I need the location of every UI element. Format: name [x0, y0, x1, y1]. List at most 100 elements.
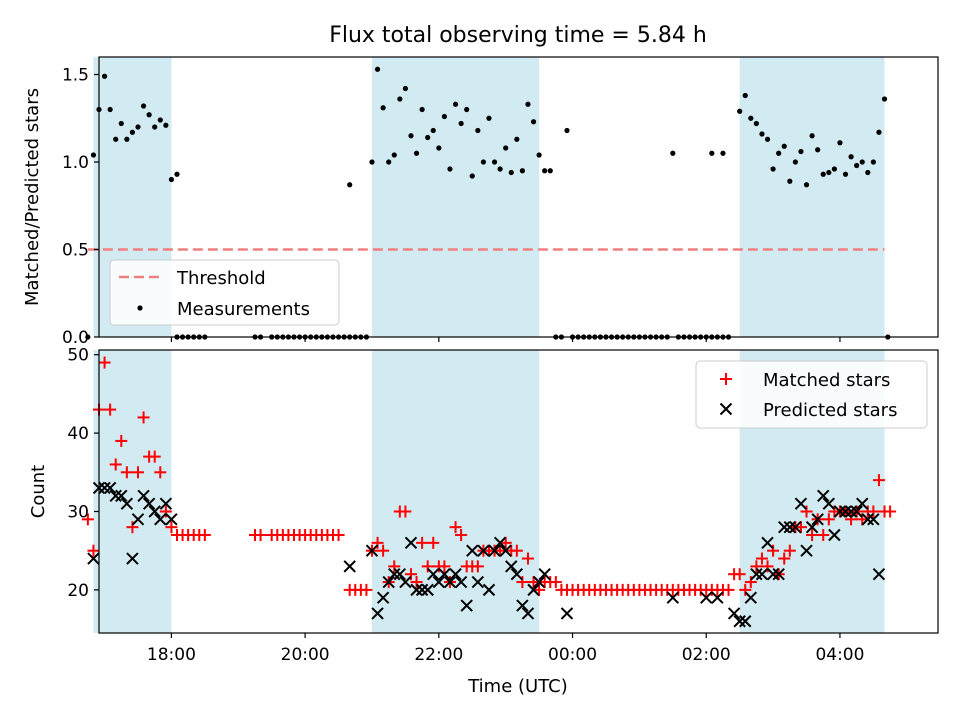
measurement-point	[809, 133, 815, 139]
predicted-star-point	[744, 591, 758, 604]
measurement-point	[380, 105, 386, 111]
measurement-point	[781, 143, 787, 149]
predicted-star-point	[488, 544, 501, 557]
top-y-axis-label: Matched/Predicted stars	[22, 88, 43, 306]
measurement-point	[709, 150, 715, 156]
predicted-star-point	[560, 607, 574, 620]
measurement-point	[737, 108, 743, 114]
top-y-tick-label: 1.5	[62, 66, 89, 86]
predicted-star-point	[850, 505, 863, 518]
top-y-tick-label: 1.0	[62, 153, 89, 173]
matched-star-point	[154, 466, 167, 479]
measurement-point	[848, 154, 854, 160]
matched-star-point	[254, 529, 267, 542]
matched-star-point	[744, 576, 757, 589]
legend-matched-swatch	[720, 373, 732, 385]
matched-star-point	[159, 505, 172, 518]
matched-star-point	[733, 568, 746, 581]
predicted-star-point	[538, 567, 551, 581]
measurement-point	[486, 115, 492, 121]
legend-measurement-label: Measurements	[177, 299, 310, 320]
predicted-star-point	[460, 599, 473, 612]
predicted-star-point	[844, 505, 858, 518]
measurement-point	[480, 159, 487, 165]
predicted-star-point	[371, 607, 384, 620]
matched-star-point	[377, 544, 390, 557]
predicted-star-point	[828, 528, 841, 542]
predicted-star-point	[482, 583, 496, 597]
predicted-star-point	[783, 520, 797, 534]
matched-star-point	[549, 576, 562, 589]
matched-star-point	[126, 521, 139, 534]
measurement-point	[519, 168, 525, 174]
bottom-x-ticks: 18:00 20:00 22:00 00:00 02:00 04:00	[147, 633, 864, 665]
bottom-y-tick-label: 50	[67, 346, 89, 366]
predicted-star-point	[131, 513, 145, 526]
measurement-point	[430, 127, 436, 134]
top-panel: 0.0 0.5 1.0 1.5 Matched/Predicted stars Thr…	[22, 56, 939, 348]
predicted-star-point	[421, 583, 434, 597]
measurement-point	[536, 152, 542, 158]
matched-star-point	[421, 560, 434, 573]
measurement-point	[386, 159, 392, 165]
legend-matched-marker	[720, 373, 732, 385]
matched-star-point	[510, 544, 523, 557]
predicted-star-point	[98, 481, 111, 495]
measurement-point	[815, 147, 821, 153]
measurement-point	[413, 150, 420, 156]
predicted-star-point	[833, 505, 847, 518]
measurement-point	[870, 159, 876, 165]
matched-star-point	[399, 505, 412, 518]
predicted-star-point	[700, 591, 713, 604]
predicted-star-point	[382, 575, 395, 589]
predicted-star-point	[159, 497, 173, 510]
matched-star-point	[427, 536, 440, 549]
measurement-point	[491, 159, 498, 165]
measurement-point	[742, 92, 748, 99]
measurement-point	[107, 106, 113, 113]
measurement-point	[508, 169, 514, 176]
predicted-star-point	[343, 560, 356, 573]
matched-star-point	[388, 560, 401, 573]
bottom-y-tick-label: 20	[67, 581, 89, 601]
predicted-star-point	[466, 544, 479, 557]
measurement-point	[85, 334, 91, 340]
predicted-star-point	[103, 481, 117, 495]
predicted-star-point	[772, 567, 785, 581]
measurement-point	[753, 120, 759, 127]
predicted-star-point	[438, 567, 451, 581]
matched-star-point	[761, 560, 774, 573]
measurement-point	[787, 178, 793, 184]
measurement-point	[374, 66, 381, 72]
predicted-star-point	[427, 567, 440, 581]
matched-star-point	[332, 529, 345, 542]
measurement-point	[803, 182, 810, 188]
measurement-point	[402, 85, 409, 92]
measurement-point	[369, 159, 375, 165]
matched-star-point	[120, 466, 133, 479]
measurement-point	[881, 96, 888, 102]
predicted-star-point	[856, 497, 869, 510]
predicted-star-point	[822, 497, 836, 510]
matched-star-point	[360, 583, 373, 596]
measurement-point	[425, 134, 431, 141]
predicted-star-point	[510, 567, 524, 581]
measurement-point	[397, 96, 403, 102]
predicted-star-point	[727, 607, 741, 620]
top-shaded-interval-2	[371, 57, 540, 337]
predicted-star-point	[739, 615, 752, 628]
matched-star-point	[499, 536, 512, 549]
predicted-star-point	[454, 575, 468, 589]
measurement-point	[464, 106, 470, 113]
chart-title: Flux total observing time = 5.84 h	[329, 23, 707, 48]
legend-predicted-marker	[719, 402, 733, 416]
measurement-point	[146, 112, 152, 118]
predicted-star-point	[789, 520, 802, 534]
predicted-star-point	[137, 489, 150, 503]
predicted-star-point	[766, 567, 780, 581]
matched-star-point	[115, 434, 128, 447]
bottom-legend: Matched stars Predicted stars	[695, 360, 928, 429]
matched-star-point	[104, 403, 117, 416]
matched-star-point	[455, 529, 468, 542]
